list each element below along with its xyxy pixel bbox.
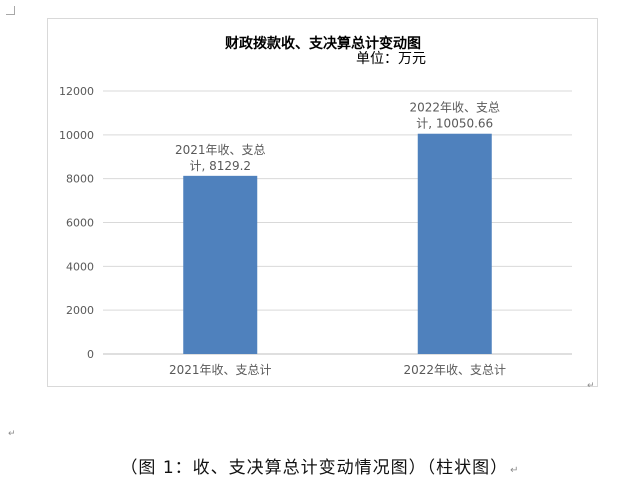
data-label: 2021年收、支总 xyxy=(175,143,266,157)
bar xyxy=(417,133,492,354)
data-label: 2022年收、支总 xyxy=(409,101,500,115)
y-axis-ticks: 0 2000 4000 6000 8000 10000 12000 xyxy=(59,85,94,361)
chart-title: 财政拨款收、支决算总计变动图 xyxy=(224,35,421,52)
page-corner-mark xyxy=(6,6,15,15)
x-tick-label: 2022年收、支总计 xyxy=(403,363,506,377)
y-tick-label: 8000 xyxy=(66,173,94,186)
y-tick-label: 4000 xyxy=(66,260,94,273)
y-tick-label: 10000 xyxy=(59,129,94,142)
y-tick-label: 0 xyxy=(87,348,94,361)
caption-text: （图 1：收、支决算总计变动情况图）（柱状图） xyxy=(120,458,509,478)
y-tick-label: 12000 xyxy=(59,85,94,98)
chart-unit-label: 单位：万元 xyxy=(356,51,426,67)
paragraph-mark: ↵ xyxy=(510,465,520,476)
y-tick-label: 6000 xyxy=(66,217,94,230)
bars xyxy=(183,133,492,354)
figure-caption: （图 1：收、支决算总计变动情况图）（柱状图） ↵ xyxy=(0,453,640,478)
y-tick-label: 2000 xyxy=(66,304,94,317)
x-tick-label: 2021年收、支总计 xyxy=(169,363,272,377)
x-axis-labels: 2021年收、支总计 2022年收、支总计 xyxy=(169,363,506,377)
gridlines xyxy=(103,90,572,355)
chart-area: 0 2000 4000 6000 8000 10000 12000 2021年收、支总计 20… xyxy=(47,18,598,387)
data-labels: 2021年收、支总计, 8129.2 2022年收、支总计, 10050.66 xyxy=(175,101,500,173)
data-label: 计, 8129.2 xyxy=(189,159,251,173)
paragraph-mark: ↵ xyxy=(8,429,16,439)
paragraph-mark: ↵ xyxy=(587,381,595,391)
bar xyxy=(183,175,258,354)
data-label: 计, 10050.66 xyxy=(416,117,493,131)
